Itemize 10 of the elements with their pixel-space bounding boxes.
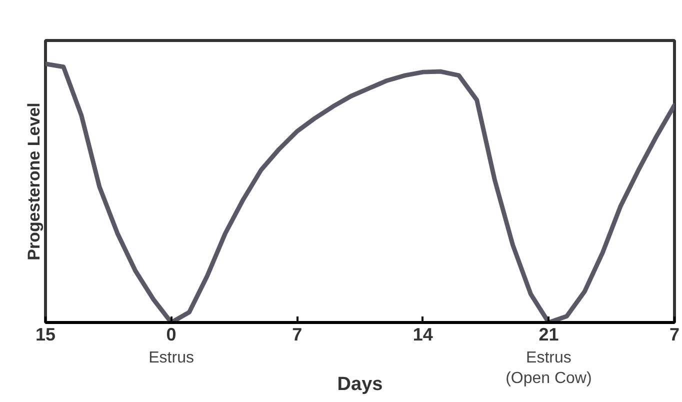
y-axis-title: Progesterone Level — [24, 102, 44, 260]
x-tick-label: 21 — [538, 324, 559, 344]
x-tick-label: 7 — [292, 324, 302, 344]
text: Estrus (Open Cow) — [506, 350, 592, 387]
text: Estrus — [148, 350, 194, 366]
x-tick-label: 0 — [166, 324, 176, 344]
x-tick-label: 15 — [35, 324, 56, 344]
x-tick-label: 14 — [412, 324, 433, 344]
x-tick-label: 7 — [669, 324, 680, 344]
x-axis-title: Days — [337, 374, 383, 395]
